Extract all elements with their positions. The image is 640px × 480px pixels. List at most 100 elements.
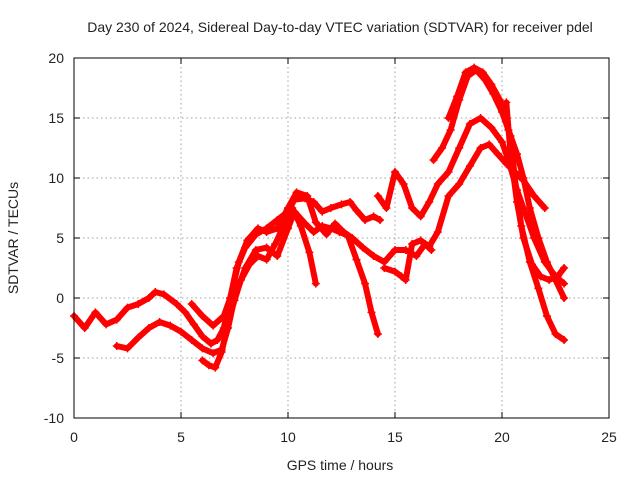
data-point-marker [273,224,282,233]
data-point-marker [172,300,181,308]
data-point-marker [303,192,312,200]
data-point-marker [198,344,207,353]
data-point-marker [444,168,453,176]
data-point-marker [234,258,243,266]
data-point-marker [213,336,222,344]
data-point-marker [181,308,190,317]
data-point-marker [352,255,361,264]
data-point-marker [346,198,355,206]
data-point-marker [530,192,539,200]
data-point-marker [273,252,282,260]
data-point-marker [397,272,406,281]
data-point-marker [151,288,160,296]
data-point-marker [219,312,228,320]
data-point-marker [187,336,196,344]
data-point-marker [412,252,421,260]
data-point-marker [425,198,434,206]
data-point-marker [209,349,218,358]
series-arc-3 [199,205,319,371]
data-point-marker [367,308,376,317]
data-point-marker [429,156,438,164]
data-point-marker [209,321,218,330]
data-point-marker [245,260,254,269]
data-point-marker [102,320,111,329]
data-point-marker [502,98,511,107]
data-point-marker [444,192,453,200]
data-point-marker [358,243,367,252]
data-point-marker [465,162,474,170]
data-point-marker [144,324,153,332]
series-arc-9 [503,99,568,283]
data-point-marker [352,206,361,215]
y-tick-label: -5 [52,350,65,366]
data-point-marker [322,230,331,239]
data-point-marker [542,312,551,320]
axis-ticks: 0 5 10 15 20 25 -10 -5 0 5 10 15 20 [44,50,617,445]
data-point-marker [198,332,207,341]
data-series [70,63,569,372]
data-point-marker [262,243,271,252]
data-point-marker [373,330,382,338]
data-point-marker [217,348,226,356]
data-point-marker [470,63,479,72]
data-point-marker [444,114,453,122]
data-point-marker [189,320,198,329]
data-point-marker [560,294,569,302]
data-point-marker [551,330,560,338]
data-point-marker [478,68,487,77]
series-arc-4-markers [187,188,436,330]
data-point-marker [166,321,175,330]
data-point-marker [455,144,464,152]
data-point-marker [309,228,318,236]
data-point-marker [292,188,301,197]
data-point-marker [144,294,153,302]
y-tick-label: 0 [56,290,64,306]
data-point-marker [433,228,442,236]
data-point-marker [519,174,528,182]
y-tick-label: 20 [48,50,64,66]
data-point-marker [519,234,528,242]
data-point-marker [254,252,263,260]
data-point-marker [204,361,213,370]
data-point-marker [373,192,382,200]
data-point-marker [236,276,245,284]
data-point-marker [487,80,496,89]
data-point-marker [506,150,515,158]
data-point-marker [254,224,263,233]
data-point-marker [391,168,399,176]
data-point-marker [211,363,220,372]
data-point-marker [391,246,399,254]
y-tick-label: 10 [48,170,64,186]
data-point-marker [262,228,271,236]
data-point-marker [198,312,207,320]
data-point-marker [369,212,378,221]
data-point-marker [262,255,271,264]
data-point-marker [134,333,143,342]
x-tick-label: 5 [177,429,185,445]
data-point-marker [311,218,320,227]
data-point-marker [534,234,543,242]
y-tick-label: 5 [56,230,64,246]
data-point-marker [134,300,143,308]
data-point-marker [331,219,340,228]
data-point-marker [525,204,534,212]
data-point-marker [112,342,121,350]
data-point-marker [177,327,185,336]
data-point-marker [401,276,410,284]
data-point-marker [476,114,485,122]
data-point-marker [251,246,260,254]
data-point-marker [311,279,320,288]
data-point-marker [271,240,280,248]
data-point-marker [159,290,168,299]
data-point-marker [433,180,442,188]
data-point-marker [485,140,494,149]
data-point-marker [560,279,569,288]
data-point-marker [512,198,521,206]
data-point-marker [284,204,292,212]
y-tick-label: 15 [48,110,64,126]
chart-title: Day 230 of 2024, Sidereal Day-to-day VTE… [87,19,593,35]
data-point-marker [560,264,569,272]
data-point-marker [123,303,132,312]
data-point-marker [399,180,408,188]
